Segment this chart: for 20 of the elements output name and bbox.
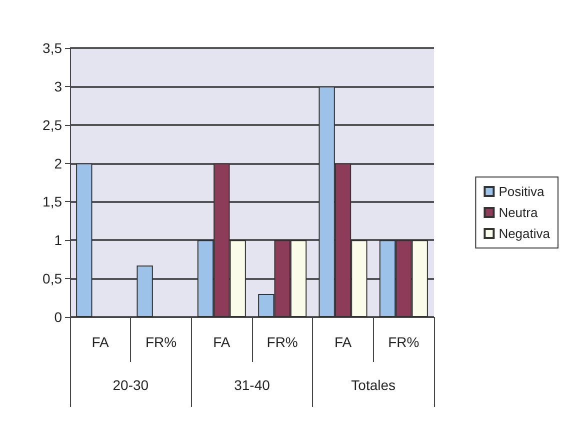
text: 31-40 <box>234 377 270 393</box>
y-tick-label: 0 <box>54 309 62 325</box>
y-tick-label: 0,5 <box>42 270 62 287</box>
x-tick-label: FA <box>334 334 352 350</box>
x-tick-label: FA <box>213 334 231 350</box>
x-tick-label: FA <box>92 334 110 350</box>
y-tick-label: 1,5 <box>42 194 62 210</box>
y-tick-label: 1 <box>54 232 62 248</box>
legend-label: Neutra <box>498 205 538 220</box>
y-tick-label: 3 <box>54 78 62 94</box>
legend-label: Negativa <box>498 226 551 241</box>
x-tick-label: FR% <box>388 334 420 350</box>
x-tick-label: FR% <box>266 334 298 350</box>
x-tick-label: FR% <box>145 334 177 350</box>
legend-label: Positiva <box>498 184 545 199</box>
text: Totales <box>351 377 396 393</box>
text: 20-30 <box>112 377 149 393</box>
y-tick-label: 3,5 <box>42 40 62 56</box>
y-tick-label: 2,5 <box>42 116 62 133</box>
y-tick-label: 2 <box>54 155 62 172</box>
